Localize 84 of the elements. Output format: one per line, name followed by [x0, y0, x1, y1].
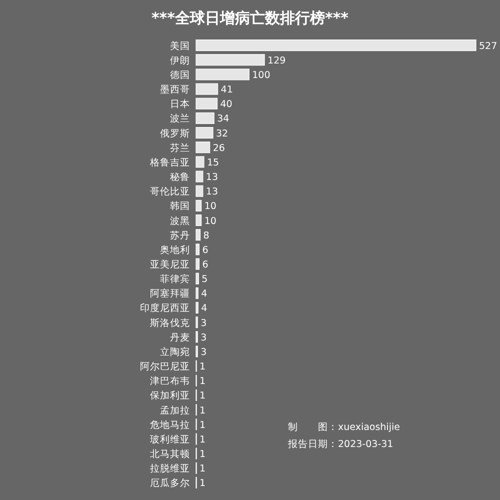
y-tick-label: 奥地利	[160, 244, 190, 256]
data-label: 15	[206, 157, 220, 168]
y-tick-label: 波兰	[170, 112, 190, 125]
data-label: 1	[200, 405, 206, 416]
chart-title: ***全球日增病亡数排行榜***	[151, 9, 349, 27]
y-tick-label: 立陶宛	[160, 346, 190, 358]
data-label: 5	[202, 274, 208, 286]
bar	[196, 185, 204, 197]
y-tick-label: 危地马拉	[150, 418, 190, 431]
data-label: 13	[206, 172, 218, 184]
bar	[196, 272, 199, 284]
bar	[196, 156, 204, 168]
data-label: 1	[200, 478, 206, 490]
y-tick-label: 拉脱维亚	[150, 462, 190, 475]
data-label: 1	[200, 464, 206, 475]
y-tick-label: 伊朗	[170, 54, 190, 66]
y-tick-label: 印度尼西亚	[140, 302, 190, 314]
bar	[196, 200, 202, 212]
annotation: 报告日期：2023-03-31	[287, 438, 394, 450]
bar	[196, 127, 214, 139]
data-label: 3	[200, 332, 207, 344]
y-tick-label: 厄瓜多尔	[150, 477, 190, 490]
y-tick-label: 墨西哥	[160, 84, 190, 96]
data-label: 3	[200, 318, 207, 329]
data-label: 8	[203, 230, 210, 242]
bar	[196, 287, 198, 299]
data-label: 41	[220, 84, 233, 96]
y-tick-label: 保加利亚	[150, 390, 190, 402]
y-tick-label: 玻利维亚	[150, 433, 190, 446]
data-label: 13	[206, 186, 218, 198]
y-tick-label: 苏丹	[170, 229, 190, 242]
y-tick-label: 阿塞拜疆	[150, 288, 190, 300]
data-label: 1	[200, 434, 206, 446]
y-tick-label: 格鲁吉亚	[149, 156, 190, 168]
bar	[196, 302, 198, 314]
data-label: 26	[212, 142, 225, 154]
bar	[196, 112, 214, 124]
data-label: 1	[200, 449, 206, 460]
y-tick-label: 哥伦比亚	[150, 186, 190, 198]
data-label: 1	[200, 376, 206, 388]
y-tick-label: 波黑	[170, 214, 190, 227]
bar	[196, 258, 200, 270]
bar	[196, 229, 201, 241]
y-tick-label: 孟加拉	[160, 404, 190, 416]
y-tick-label: 俄罗斯	[160, 127, 190, 140]
data-label: 34	[217, 114, 230, 125]
y-tick-label: 丹麦	[170, 331, 190, 344]
data-label: 129	[268, 55, 286, 66]
data-label: 32	[216, 128, 228, 140]
data-label: 3	[200, 346, 207, 358]
data-label: 6	[202, 244, 208, 256]
y-tick-label: 菲律宾	[160, 273, 190, 286]
y-tick-label: 芬兰	[170, 142, 190, 154]
y-tick-label: 美国	[170, 40, 190, 52]
y-tick-label: 德国	[170, 70, 190, 81]
data-label: 1	[200, 390, 206, 402]
data-label: 1	[200, 362, 206, 373]
y-tick-label: 秘鲁	[170, 171, 190, 184]
data-label: 10	[204, 216, 216, 227]
data-label: 100	[252, 70, 270, 81]
bar	[196, 142, 210, 154]
bar	[196, 54, 265, 66]
y-tick-label: 日本	[170, 98, 190, 110]
y-tick-label: 亚美尼亚	[150, 258, 190, 270]
y-tick-label: 韩国	[170, 200, 190, 212]
bar	[196, 98, 218, 110]
y-tick-label: 阿尔巴尼亚	[140, 360, 190, 373]
bar	[196, 40, 476, 52]
bar	[196, 214, 202, 226]
bar	[196, 170, 204, 182]
y-tick-label: 斯洛伐克	[150, 316, 190, 329]
bar	[196, 244, 200, 256]
y-tick-label: 北马其顿	[150, 448, 190, 460]
data-label: 6	[202, 260, 208, 270]
data-label: 4	[201, 288, 208, 300]
data-label: 527	[479, 40, 498, 52]
y-tick-label: 津巴布韦	[150, 375, 190, 388]
bar	[196, 68, 250, 80]
data-label: 4	[201, 303, 208, 314]
data-label: 10	[204, 201, 216, 212]
data-label: 40	[220, 99, 232, 110]
data-label: 1	[200, 420, 206, 431]
bar	[196, 83, 218, 95]
annotation: 制 图：xuexiaoshijie	[288, 421, 400, 433]
